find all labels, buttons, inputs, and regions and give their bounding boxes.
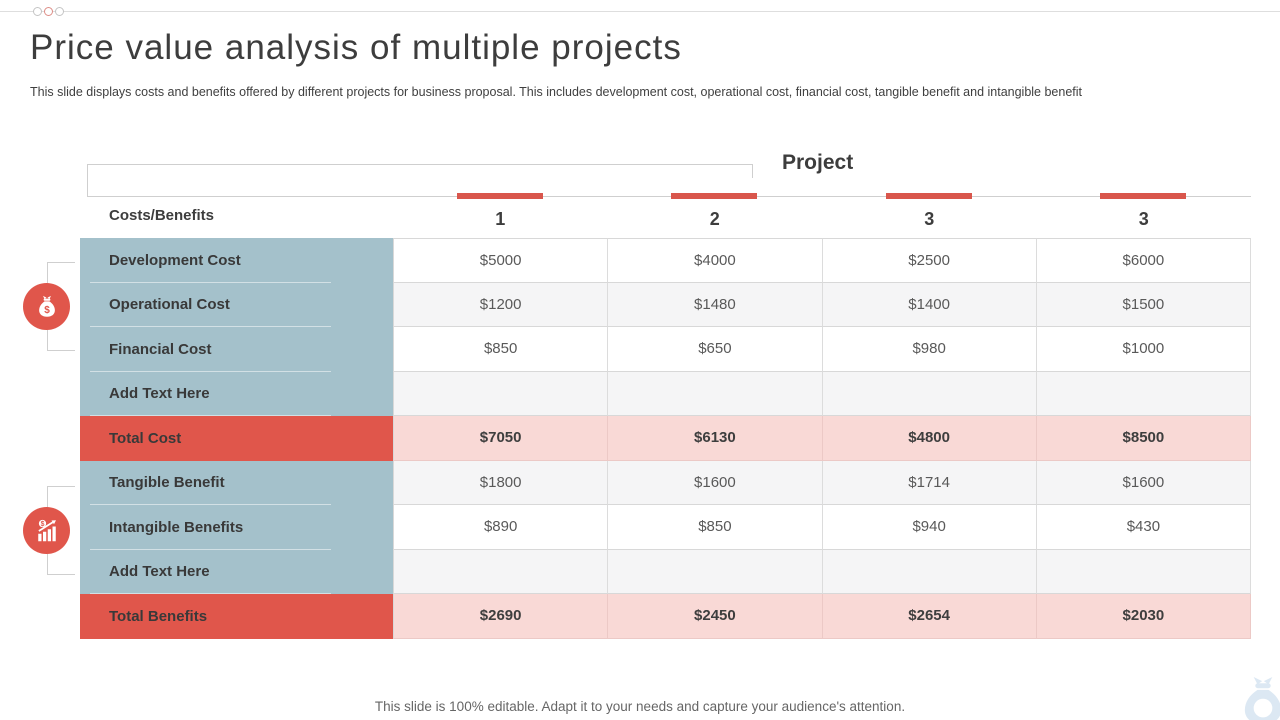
- money-bag-icon: $: [23, 283, 70, 330]
- footer-note: This slide is 100% editable. Adapt it to…: [374, 699, 906, 714]
- table-cell: $1600: [608, 460, 823, 505]
- money-bag-watermark: [1230, 667, 1280, 720]
- add-text-placeholder[interactable]: Add Text Here: [80, 371, 393, 416]
- table-cell: $1714: [822, 460, 1037, 505]
- table-cell: [608, 371, 823, 416]
- column-header: 1: [495, 208, 506, 229]
- table-cell: [1036, 371, 1251, 416]
- table-cell: $850: [608, 505, 823, 550]
- cost-benefit-table: Development Cost $5000 $4000 $2500 $6000…: [80, 238, 1251, 639]
- project-header-bracket: [87, 164, 752, 196]
- table-cell: $890: [393, 505, 609, 550]
- column-header: 2: [709, 208, 720, 229]
- row-label: Total Cost: [80, 416, 393, 461]
- table-cell: $1480: [608, 282, 823, 327]
- table-row: Add Text Here: [80, 549, 1251, 594]
- table-cell: [822, 371, 1037, 416]
- column-underline: [886, 193, 972, 199]
- column-header: 3: [1138, 208, 1149, 229]
- table-cell: $4800: [822, 416, 1037, 461]
- column-underline: [1100, 193, 1186, 199]
- table-row: Development Cost $5000 $4000 $2500 $6000: [80, 238, 1251, 283]
- table-cell: $1400: [822, 282, 1037, 327]
- table-cell: $1500: [1036, 282, 1251, 327]
- table-row: Operational Cost $1200 $1480 $1400 $1500: [80, 282, 1251, 327]
- table-cell: [393, 371, 609, 416]
- table-cell: $1800: [393, 460, 609, 505]
- cost-bracket: [47, 350, 75, 351]
- table-cell: $2690: [393, 594, 609, 639]
- table-cell: $5000: [393, 238, 609, 283]
- column-underline: [457, 193, 543, 199]
- add-text-placeholder[interactable]: Add Text Here: [80, 549, 393, 594]
- table-row: Tangible Benefit $1800 $1600 $1714 $1600: [80, 460, 1251, 505]
- column-header: 3: [924, 208, 935, 229]
- row-label: Tangible Benefit: [80, 460, 393, 505]
- table-row: Financial Cost $850 $650 $980 $1000: [80, 327, 1251, 372]
- table-cell: $1000: [1036, 327, 1251, 372]
- benefit-bracket: [47, 486, 75, 487]
- svg-text:$: $: [44, 304, 50, 315]
- row-label: Total Benefits: [80, 594, 393, 639]
- table-cell: $7050: [393, 416, 609, 461]
- table-cell: $6130: [608, 416, 823, 461]
- table-cell: $1600: [1036, 460, 1251, 505]
- header-baseline: [87, 196, 1251, 197]
- cost-bracket: [47, 262, 75, 263]
- table-row-total: Total Benefits $2690 $2450 $2654 $2030: [80, 594, 1251, 639]
- table-cell: $2030: [1036, 594, 1251, 639]
- decor-dot: [55, 7, 64, 16]
- table-cell: $650: [608, 327, 823, 372]
- table-row: Add Text Here: [80, 371, 1251, 416]
- table-cell: $2450: [608, 594, 823, 639]
- table-cell: [393, 549, 609, 594]
- svg-text:$: $: [40, 521, 44, 528]
- table-cell: $8500: [1036, 416, 1251, 461]
- table-cell: $850: [393, 327, 609, 372]
- column-underline: [671, 193, 757, 199]
- project-column-numbers: 1 2 3 3: [393, 202, 1251, 236]
- table-cell: $430: [1036, 505, 1251, 550]
- table-cell: [608, 549, 823, 594]
- table-cell: $2654: [822, 594, 1037, 639]
- table-cell: $940: [822, 505, 1037, 550]
- page-title: Price value analysis of multiple project…: [30, 28, 682, 67]
- decor-dot: [33, 7, 42, 16]
- top-divider: [0, 11, 1280, 12]
- benefit-bracket: [47, 574, 75, 575]
- project-group-label: Project: [782, 151, 854, 174]
- row-label: Financial Cost: [80, 327, 393, 372]
- table-cell: $2500: [822, 238, 1037, 283]
- table-cell: $4000: [608, 238, 823, 283]
- page-subtitle: This slide displays costs and benefits o…: [30, 85, 1083, 99]
- table-cell: [1036, 549, 1251, 594]
- growth-chart-icon: $: [23, 507, 70, 554]
- table-cell: [822, 549, 1037, 594]
- table-cell: $1200: [393, 282, 609, 327]
- project-header-bracket-end: [752, 164, 753, 178]
- costs-benefits-header: Costs/Benefits: [109, 207, 215, 224]
- row-label: Development Cost: [80, 238, 393, 283]
- table-row-total: Total Cost $7050 $6130 $4800 $8500: [80, 416, 1251, 461]
- table-row: Intangible Benefits $890 $850 $940 $430: [80, 505, 1251, 550]
- decor-dot-accent: [44, 7, 53, 16]
- row-label: Intangible Benefits: [80, 505, 393, 550]
- table-cell: $6000: [1036, 238, 1251, 283]
- table-cell: $980: [822, 327, 1037, 372]
- row-label: Operational Cost: [80, 282, 393, 327]
